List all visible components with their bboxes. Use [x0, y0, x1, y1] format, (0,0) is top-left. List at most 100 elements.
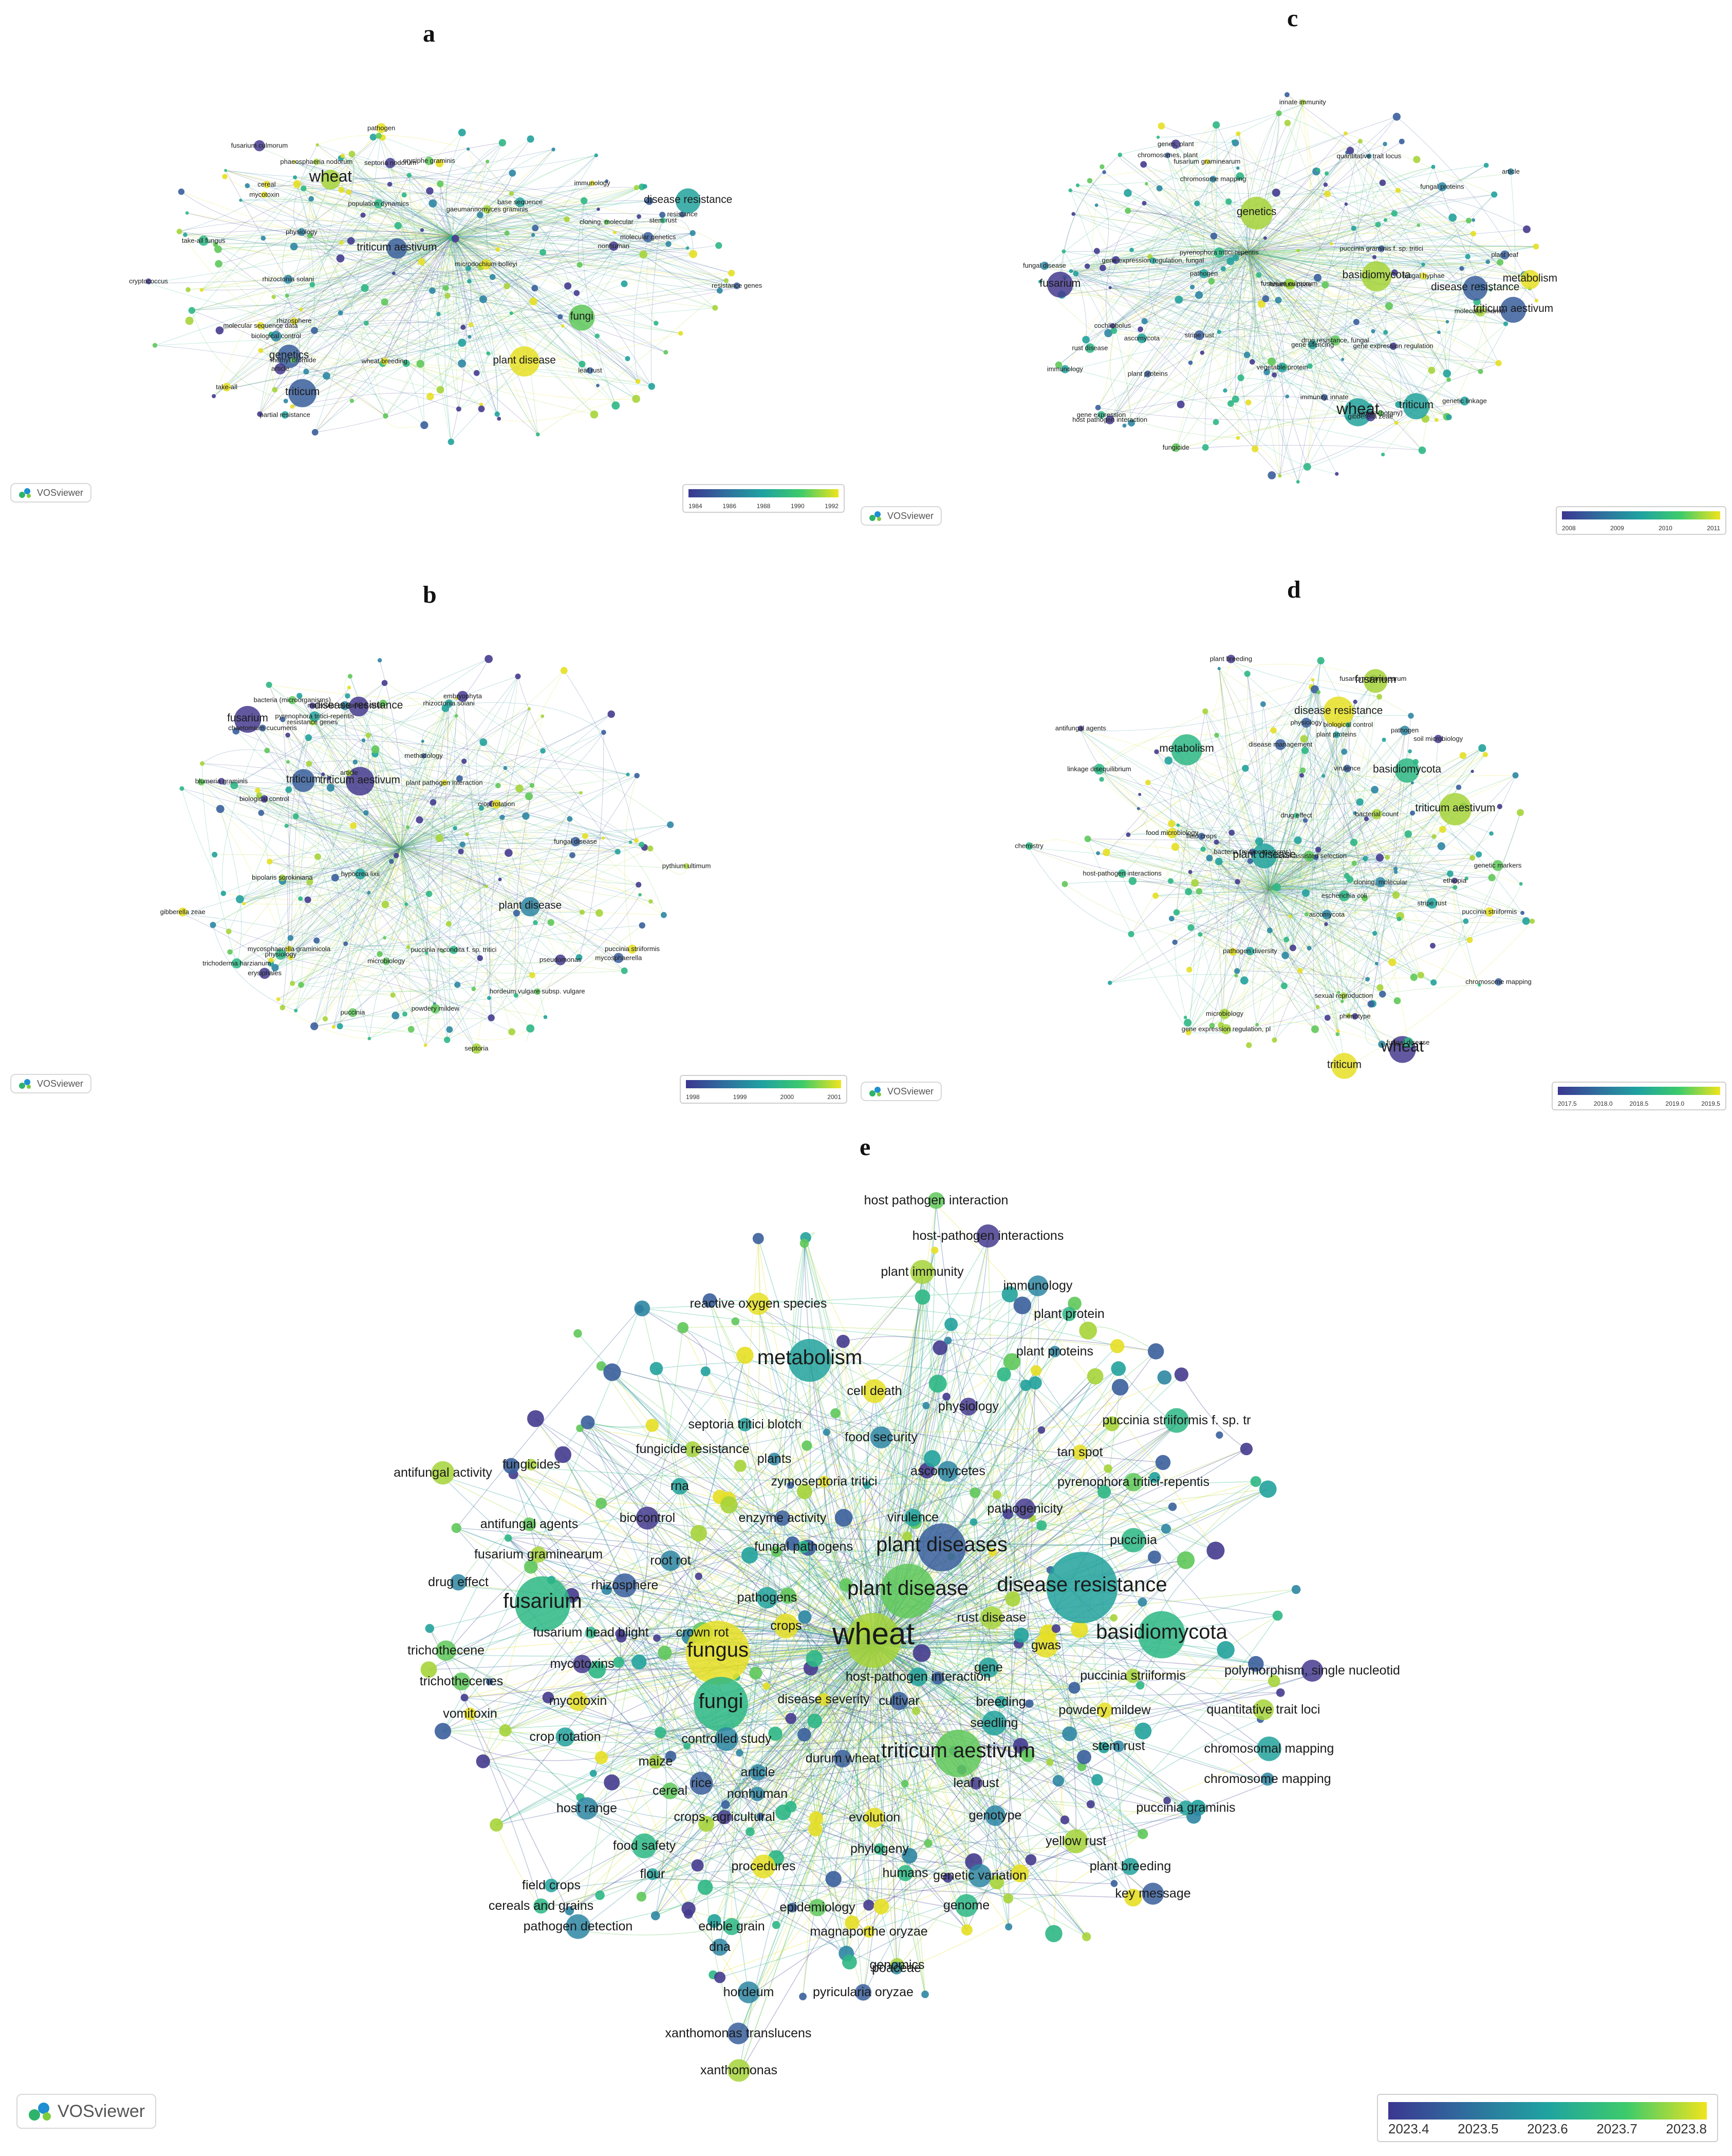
network-node [284, 824, 289, 828]
network-edge [452, 236, 657, 324]
network-edge [1248, 251, 1325, 400]
network-edge [1144, 203, 1249, 252]
network-node [1038, 280, 1042, 284]
network-edge [808, 1547, 919, 1681]
network-node [304, 896, 311, 903]
network-edge [330, 788, 346, 944]
network-node [498, 139, 507, 146]
network-edge [738, 1644, 874, 2075]
network-edge [879, 1368, 1119, 1853]
network-edge [529, 1528, 874, 1645]
network-edge [348, 192, 694, 254]
network-edge [1097, 407, 1238, 438]
network-edge [439, 222, 453, 238]
node-label: key message [1115, 1886, 1190, 1901]
network-node [471, 1043, 482, 1054]
node-label: cryptococcus [129, 277, 168, 285]
network-node [338, 310, 343, 315]
network-edge [1269, 714, 1339, 889]
network-edge [1320, 660, 1479, 855]
network-node [1377, 410, 1384, 417]
node-label: rhizosphere [591, 1578, 659, 1592]
network-edge [303, 184, 639, 217]
node-label: biological control [239, 795, 289, 803]
network-edge [1269, 855, 1380, 889]
network-edge [1176, 714, 1339, 913]
network-edge [385, 847, 401, 905]
network-node [309, 711, 320, 722]
network-edge [655, 1644, 874, 1916]
network-edge [452, 200, 649, 237]
network-edge [717, 1656, 1198, 1809]
network-edge [863, 1755, 1028, 1997]
node-label: fusarium graminearum [1174, 158, 1240, 165]
network-edge [269, 841, 401, 862]
network-edge [1075, 273, 1087, 340]
network-edge [1103, 250, 1249, 268]
network-edge [294, 216, 683, 247]
network-edge [182, 914, 474, 990]
network-edge [1248, 251, 1447, 417]
network-edge [1248, 251, 1313, 347]
network-node [185, 211, 189, 215]
network-node [425, 1624, 435, 1633]
network-edge [452, 236, 477, 282]
network-edge [881, 1441, 1021, 1746]
network-edge [390, 142, 502, 165]
network-edge [345, 847, 401, 944]
network-edge [580, 1428, 910, 1856]
network-edge [378, 136, 561, 317]
network-edge [1269, 888, 1318, 1007]
network-node [1137, 333, 1147, 343]
network-edge [352, 1014, 492, 1019]
network-edge [365, 812, 401, 848]
network-node [601, 1584, 612, 1595]
network-edge [400, 778, 460, 848]
network-edge [1250, 933, 1375, 954]
node-label: triticum aestivum [1473, 303, 1553, 314]
network-node [809, 1811, 824, 1826]
network-node [1104, 1416, 1120, 1432]
network-edge [459, 714, 611, 779]
network-node [731, 1317, 740, 1326]
network-edge [308, 737, 637, 841]
network-edge [400, 837, 618, 852]
network-node [1251, 445, 1259, 453]
network-edge [188, 283, 534, 302]
network-node [1126, 832, 1131, 837]
network-edge [1480, 281, 1531, 372]
network-edge [457, 980, 476, 989]
network-node [1497, 804, 1503, 809]
network-node [1297, 968, 1303, 974]
network-edge [897, 1679, 1133, 1969]
network-edge [271, 142, 503, 335]
network-edge [1268, 888, 1310, 949]
network-node [1376, 984, 1384, 991]
network-edge [692, 1396, 947, 1454]
network-edge [793, 1237, 808, 1446]
network-edge [1044, 213, 1394, 268]
network-edge [451, 238, 614, 259]
network-edge [719, 1496, 1083, 1767]
network-edge [843, 1341, 874, 1645]
network-node [749, 1666, 762, 1680]
network-edge [282, 761, 356, 1008]
network-node [961, 1924, 973, 1936]
network-edge [1248, 189, 1443, 252]
network-node [1036, 1520, 1047, 1531]
network-edge [422, 741, 487, 887]
network-edge [1109, 220, 1469, 422]
network-node [1121, 1528, 1146, 1553]
network-node [290, 404, 295, 409]
network-edge [400, 847, 449, 924]
network-edge [395, 847, 410, 1016]
network-edge [468, 148, 652, 387]
network-edge [1347, 770, 1442, 847]
network-edge [1087, 182, 1383, 267]
network-edge [1176, 405, 1370, 450]
network-edge [1110, 287, 1448, 322]
network-edge [1171, 884, 1456, 919]
network-edge [1336, 819, 1367, 1034]
timeline-tick: 2017.5 [1558, 1100, 1577, 1107]
